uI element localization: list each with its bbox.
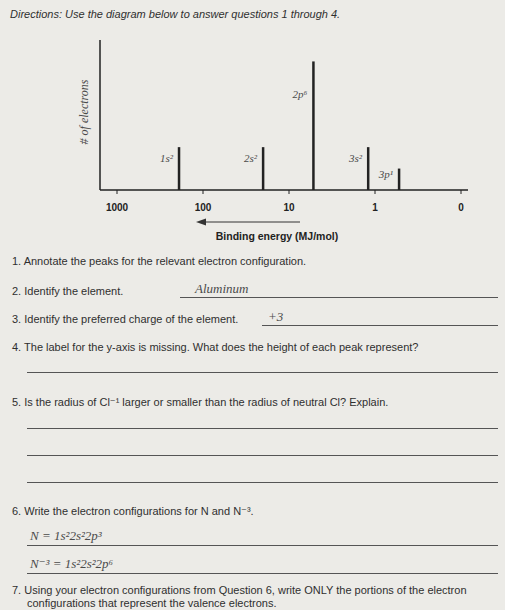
peak — [367, 147, 370, 190]
peak-annotation: 2s² — [244, 152, 258, 164]
page: {"header": {"directions": "Directions: U… — [0, 0, 505, 610]
x-axis — [100, 189, 468, 191]
peak — [178, 147, 181, 190]
y-axis — [99, 40, 101, 190]
x-tick — [375, 190, 376, 194]
x-tick-label: 0 — [458, 202, 464, 213]
x-tick — [289, 190, 290, 194]
question-number: 3. — [12, 313, 21, 325]
handwritten-answer: N⁻³ = 1s²2s²2p⁶ — [30, 556, 113, 572]
answer-line — [27, 428, 498, 429]
y-axis-label: # of electrons — [77, 79, 91, 144]
x-tick-label: 100 — [195, 202, 212, 213]
question: 4. The label for the y-axis is missing. … — [12, 341, 490, 354]
question-text: Write the electron configurations for N … — [24, 505, 253, 517]
arrow-line — [204, 222, 300, 223]
answer-line — [27, 573, 498, 574]
handwritten-answer: N = 1s²2s²2p³ — [30, 528, 102, 544]
handwritten-answer: Aluminum — [195, 281, 248, 297]
peaks — [179, 61, 399, 190]
peak-annotation: 3s² — [348, 152, 363, 164]
question: 1. Annotate the peaks for the relevant e… — [12, 255, 490, 268]
question-text: Annotate the peaks for the relevant elec… — [24, 255, 307, 267]
answer-line — [27, 545, 498, 546]
question-number: 5. — [12, 396, 21, 408]
x-tick-label: 1 — [372, 202, 378, 213]
question-number: 6. — [12, 505, 21, 517]
x-tick-label: 1000 — [106, 202, 129, 213]
question-text: Using your electron configurations from … — [24, 584, 466, 609]
peak-annotation: 3p¹ — [378, 168, 393, 180]
question-text: Identify the element. — [24, 285, 123, 297]
question-number: 4. — [12, 341, 21, 353]
peak-annotation: 1s² — [160, 152, 174, 164]
question: 5. Is the radius of Cl⁻¹ larger or small… — [12, 396, 490, 409]
handwritten-answer: +3 — [268, 309, 283, 325]
x-tick — [461, 190, 462, 194]
answer-line — [27, 372, 498, 373]
question-text: The label for the y-axis is missing. Wha… — [24, 341, 418, 353]
x-tick — [203, 190, 204, 194]
question-text: Identify the preferred charge of the ele… — [24, 313, 238, 325]
question: 7. Using your electron configurations fr… — [12, 584, 490, 610]
question-number: 7. — [12, 584, 21, 596]
peak — [312, 61, 315, 190]
x-tick-label: 10 — [283, 202, 295, 213]
x-tick — [117, 190, 118, 194]
peak — [262, 147, 265, 190]
peak-annotation: 2p⁶ — [293, 88, 308, 100]
arrow-head — [196, 219, 206, 226]
x-axis-label: Binding energy (MJ/mol) — [216, 230, 339, 242]
pes-chart: 10001001010Binding energy (MJ/mol)# of e… — [0, 0, 505, 250]
directions: Directions: Use the diagram below to ans… — [10, 8, 340, 20]
question-number: 1. — [12, 255, 21, 267]
question: 6. Write the electron configurations for… — [12, 505, 490, 518]
question-text: Is the radius of Cl⁻¹ larger or smaller … — [24, 396, 388, 408]
question-number: 2. — [12, 285, 21, 297]
answer-line — [180, 297, 498, 298]
answer-line — [27, 482, 498, 483]
answer-line — [27, 455, 498, 456]
peak — [398, 169, 401, 190]
answer-line — [262, 325, 498, 326]
